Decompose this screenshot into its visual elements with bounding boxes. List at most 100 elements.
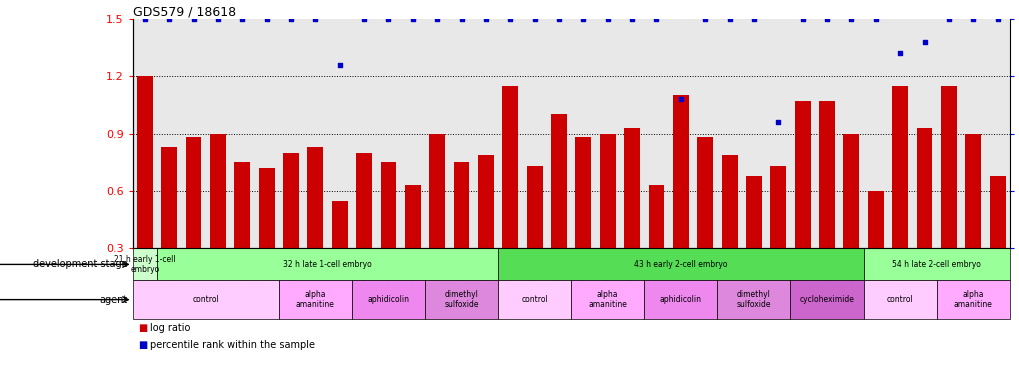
Point	[137, 16, 153, 22]
Point	[745, 16, 761, 22]
Bar	[502, 86, 518, 248]
Point	[526, 16, 542, 22]
Text: ■: ■	[138, 323, 147, 333]
Bar	[769, 166, 786, 248]
Point	[282, 16, 299, 22]
Point	[964, 16, 980, 22]
Bar	[157, 248, 497, 280]
Bar	[745, 176, 761, 248]
Bar	[716, 280, 790, 319]
Bar	[843, 134, 858, 248]
Bar	[988, 176, 1005, 248]
Text: 43 h early 2-cell embryo: 43 h early 2-cell embryo	[634, 260, 727, 269]
Bar	[575, 137, 591, 248]
Text: log ratio: log ratio	[150, 323, 191, 333]
Bar	[624, 128, 639, 248]
Point	[915, 39, 931, 45]
Text: development stage: development stage	[33, 260, 127, 269]
Point	[550, 16, 567, 22]
Bar	[571, 280, 644, 319]
Bar	[867, 191, 882, 248]
Point	[161, 16, 177, 22]
Text: control: control	[193, 295, 219, 304]
Bar	[941, 86, 956, 248]
Point	[696, 16, 712, 22]
Point	[867, 16, 883, 22]
Bar	[405, 185, 420, 248]
Bar	[964, 134, 980, 248]
Bar	[478, 154, 493, 248]
Bar	[380, 162, 396, 248]
Point	[599, 16, 615, 22]
Bar	[526, 166, 542, 248]
Text: cycloheximide: cycloheximide	[799, 295, 854, 304]
Point	[720, 16, 737, 22]
Text: aphidicolin: aphidicolin	[659, 295, 701, 304]
Point	[331, 62, 347, 68]
Point	[769, 119, 786, 125]
Bar	[794, 101, 810, 248]
Point	[307, 16, 323, 22]
Point	[380, 16, 396, 22]
Bar	[892, 86, 907, 248]
Point	[891, 50, 907, 56]
Bar	[497, 280, 571, 319]
Text: control: control	[886, 295, 913, 304]
Bar	[356, 153, 372, 248]
Bar	[648, 185, 663, 248]
Text: alpha
amanitine: alpha amanitine	[588, 290, 627, 309]
Point	[429, 16, 445, 22]
Text: alpha
amanitine: alpha amanitine	[296, 290, 334, 309]
Text: percentile rank within the sample: percentile rank within the sample	[150, 340, 315, 350]
Bar	[283, 153, 299, 248]
Bar	[697, 137, 712, 248]
Point	[940, 16, 956, 22]
Bar	[429, 134, 444, 248]
Bar	[331, 201, 347, 248]
Point	[356, 16, 372, 22]
Bar	[599, 134, 615, 248]
Text: dimethyl
sulfoxide: dimethyl sulfoxide	[736, 290, 770, 309]
Point	[258, 16, 274, 22]
Bar	[137, 76, 153, 248]
Text: dimethyl
sulfoxide: dimethyl sulfoxide	[444, 290, 478, 309]
Bar	[673, 95, 688, 248]
Text: ■: ■	[138, 340, 147, 350]
Text: 32 h late 1-cell embryo: 32 h late 1-cell embryo	[283, 260, 372, 269]
Bar	[307, 147, 323, 248]
Bar	[425, 280, 497, 319]
Bar	[132, 280, 278, 319]
Bar	[185, 137, 201, 248]
Bar	[161, 147, 177, 248]
Bar	[210, 134, 225, 248]
Point	[673, 96, 689, 102]
Bar	[132, 248, 157, 280]
Bar	[259, 168, 274, 248]
Bar	[916, 128, 931, 248]
Point	[477, 16, 493, 22]
Text: 21 h early 1-cell
embryо: 21 h early 1-cell embryо	[114, 255, 175, 274]
Bar	[863, 280, 935, 319]
Point	[210, 16, 226, 22]
Bar	[721, 154, 737, 248]
Bar	[644, 280, 716, 319]
Point	[405, 16, 421, 22]
Point	[185, 16, 202, 22]
Bar	[935, 280, 1009, 319]
Bar	[497, 248, 863, 280]
Bar	[863, 248, 1009, 280]
Bar	[278, 280, 352, 319]
Text: control: control	[521, 295, 547, 304]
Bar	[818, 101, 835, 248]
Point	[843, 16, 859, 22]
Point	[624, 16, 640, 22]
Bar	[790, 280, 863, 319]
Text: aphidicolin: aphidicolin	[367, 295, 409, 304]
Point	[818, 16, 835, 22]
Text: alpha
amanitine: alpha amanitine	[953, 290, 991, 309]
Bar	[550, 114, 567, 248]
Bar	[453, 162, 469, 248]
Point	[794, 16, 810, 22]
Bar	[352, 280, 425, 319]
Point	[453, 16, 470, 22]
